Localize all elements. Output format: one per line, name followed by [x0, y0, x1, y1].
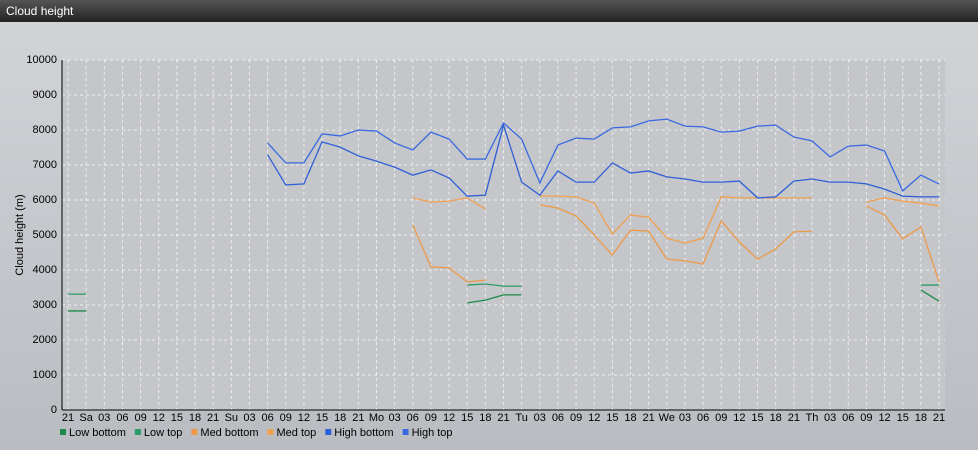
x-tick-label: 12: [878, 412, 890, 424]
x-tick-label: 12: [588, 412, 600, 424]
x-tick-label: Tu: [515, 412, 527, 424]
x-tick-label: 12: [298, 412, 310, 424]
x-tick-label: 18: [189, 412, 201, 424]
series-line: [267, 122, 939, 199]
x-tick-label: Mo: [369, 412, 384, 424]
y-tick-label: 8000: [33, 124, 57, 136]
x-tick-label: 21: [933, 412, 945, 424]
x-tick-label: 12: [443, 412, 455, 424]
x-tick-label: 09: [860, 412, 872, 424]
x-tick-label: 09: [715, 412, 727, 424]
legend-label: High top: [412, 427, 453, 439]
y-tick-label: 6000: [33, 194, 57, 206]
legend-swatch: [267, 429, 274, 435]
chart-title: Cloud height: [0, 0, 978, 22]
x-tick-label: 06: [842, 412, 854, 424]
legend-swatch: [325, 429, 332, 435]
legend-label: High bottom: [334, 427, 393, 439]
series-line: [267, 118, 940, 192]
legend-label: Low top: [144, 427, 183, 439]
y-tick-label: 5000: [33, 229, 57, 241]
legend-swatch: [60, 429, 66, 435]
x-tick-label: 21: [497, 412, 509, 424]
x-tick-label: 03: [389, 412, 401, 424]
x-tick-label: 06: [116, 412, 128, 424]
x-tick-label: 18: [334, 412, 346, 424]
x-tick-label: 06: [407, 412, 419, 424]
legend-swatch: [402, 429, 409, 435]
x-tick-label: 15: [461, 412, 473, 424]
x-tick-label: 03: [824, 412, 836, 424]
x-tick-label: 21: [207, 412, 219, 424]
x-tick-label: 09: [134, 412, 146, 424]
y-tick-label: 4000: [33, 264, 57, 276]
x-tick-label: 12: [733, 412, 745, 424]
x-tick-label: 18: [770, 412, 782, 424]
y-tick-label: 3000: [33, 299, 57, 311]
x-tick-label: 15: [171, 412, 183, 424]
series-line: [68, 289, 940, 312]
x-tick-label: 15: [316, 412, 328, 424]
x-tick-label: 21: [352, 412, 364, 424]
y-tick-label: 9000: [33, 89, 57, 101]
x-tick-label: 09: [280, 412, 292, 424]
y-tick-label: 7000: [33, 159, 57, 171]
x-tick-label: 03: [679, 412, 691, 424]
y-axis-label: Cloud height (m): [14, 194, 26, 275]
x-tick-label: Th: [806, 412, 819, 424]
x-tick-label: 03: [243, 412, 255, 424]
x-tick-label: 21: [643, 412, 655, 424]
y-tick-label: 2000: [33, 334, 57, 346]
x-tick-label: 18: [624, 412, 636, 424]
y-tick-label: 1000: [33, 369, 57, 381]
x-tick-label: 09: [570, 412, 582, 424]
x-tick-label: 12: [153, 412, 165, 424]
x-tick-label: 18: [915, 412, 927, 424]
x-tick-label: 03: [534, 412, 546, 424]
x-tick-label: Su: [225, 412, 238, 424]
x-tick-label: 06: [697, 412, 709, 424]
series-line: [412, 204, 940, 283]
x-tick-label: We: [659, 412, 675, 424]
legend-swatch: [134, 429, 141, 435]
x-tick-label: 21: [788, 412, 800, 424]
legend-label: Med top: [277, 427, 317, 439]
y-tick-label: 10000: [26, 54, 57, 66]
x-tick-label: 21: [62, 412, 74, 424]
y-tick-label: 0: [51, 404, 57, 416]
x-tick-label: 15: [606, 412, 618, 424]
x-tick-label: 06: [552, 412, 564, 424]
legend-label: Low bottom: [69, 427, 126, 439]
legend-label: Med bottom: [200, 427, 258, 439]
x-tick-label: 15: [751, 412, 763, 424]
x-tick-label: 06: [261, 412, 273, 424]
x-tick-label: 15: [897, 412, 909, 424]
series-line: [68, 283, 939, 295]
x-tick-label: 09: [425, 412, 437, 424]
x-tick-label: Sa: [79, 412, 93, 424]
x-tick-label: 18: [479, 412, 491, 424]
legend-swatch: [191, 429, 198, 435]
x-tick-label: 03: [98, 412, 110, 424]
